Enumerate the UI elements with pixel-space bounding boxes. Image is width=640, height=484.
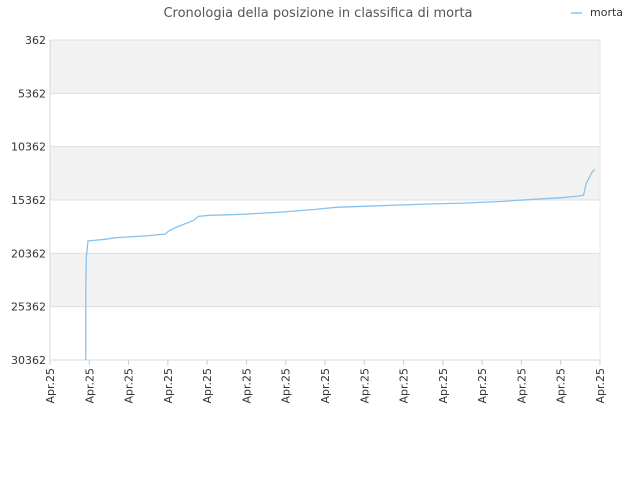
y-tick-label: 25362 [11,301,46,314]
y-tick-label: 20362 [11,247,46,260]
x-tick-label: Apr.25 [437,368,450,404]
x-tick-label: Apr.25 [162,368,175,404]
x-tick-label: Apr.25 [201,368,214,404]
y-tick-label: 362 [25,34,46,47]
grid-band [50,146,600,200]
x-tick-label: Apr.25 [44,368,57,404]
chart-title: Cronologia della posizione in classifica… [163,6,472,21]
x-tick-label: Apr.25 [555,368,568,404]
y-tick-label: 5362 [18,87,46,100]
x-tick-label: Apr.25 [358,368,371,404]
legend-label-morta: morta [590,6,623,19]
x-tick-label: Apr.25 [398,368,411,404]
grid-band [50,253,600,307]
x-tick-label: Apr.25 [83,368,96,404]
x-tick-label: Apr.25 [123,368,136,404]
grid-band [50,40,600,94]
series-line-morta [85,169,595,360]
x-tick-label: Apr.25 [515,368,528,404]
x-tick-label: Apr.25 [280,368,293,404]
y-tick-label: 10362 [11,141,46,154]
y-tick-label: 15362 [11,194,46,207]
x-tick-label: Apr.25 [319,368,332,404]
x-tick-label: Apr.25 [240,368,253,404]
x-tick-label: Apr.25 [476,368,489,404]
legend: morta [571,6,623,19]
x-tick-label: Apr.25 [594,368,607,404]
y-tick-label: 30362 [11,354,46,367]
